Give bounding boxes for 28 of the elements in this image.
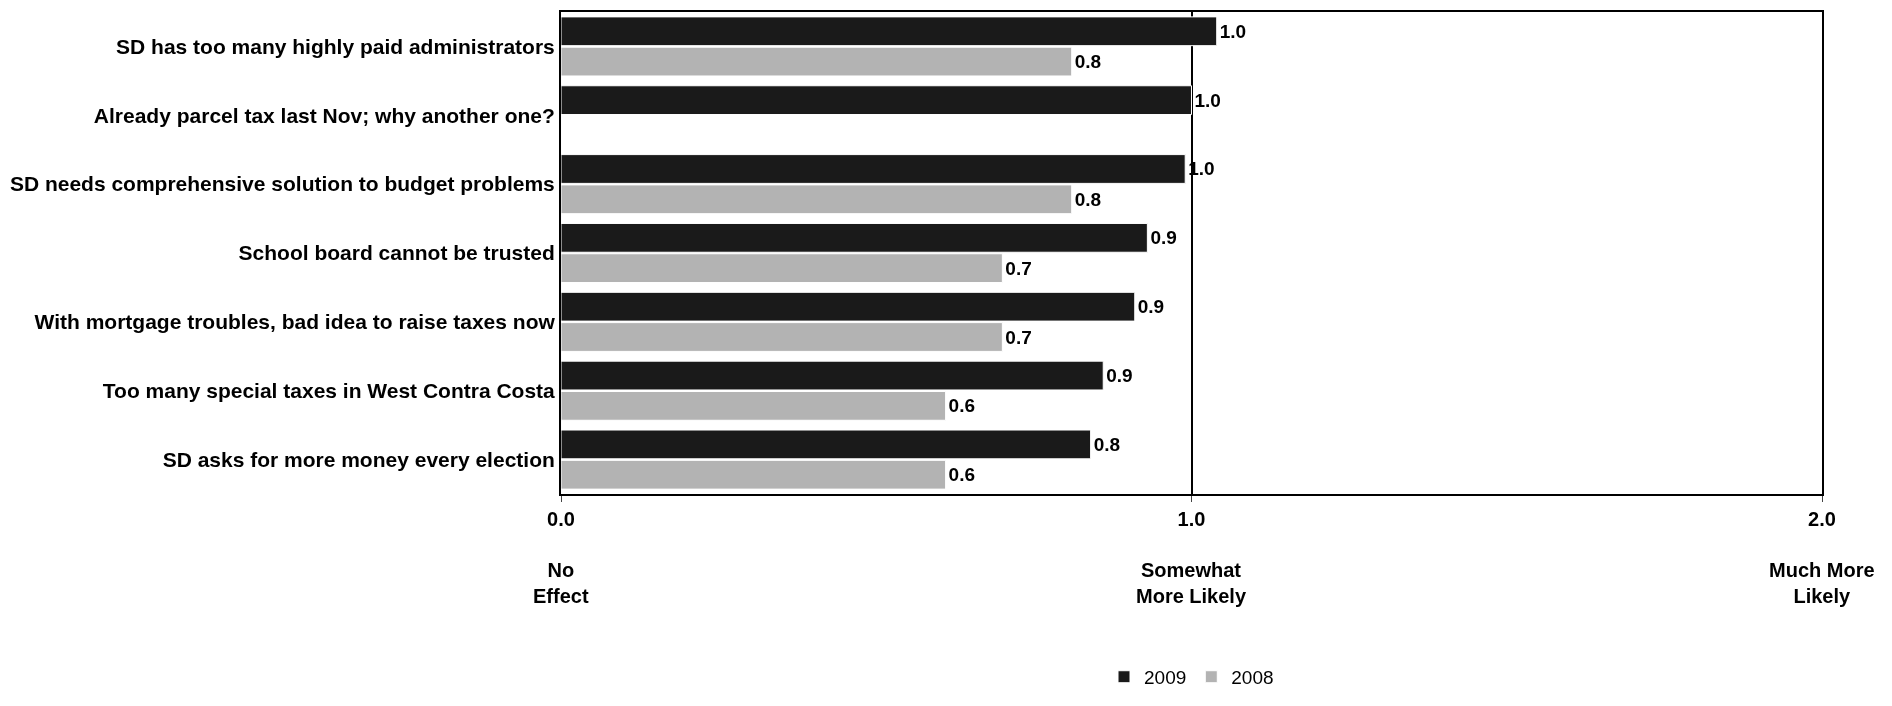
text: No Effect bbox=[533, 559, 589, 607]
data-label: 0.9 bbox=[1106, 365, 1133, 387]
y-tick-label: SD asks for more money every election bbox=[162, 447, 555, 471]
data-label: 0.6 bbox=[948, 464, 976, 486]
y-tick-label: With mortgage troubles, bad idea to raise taxes now bbox=[34, 310, 556, 334]
data-label: 0.9 bbox=[1137, 296, 1165, 318]
data-label: 0.8 bbox=[1074, 51, 1102, 73]
data-label: 0.8 bbox=[1074, 188, 1102, 210]
x-tick-label: 1.0 bbox=[1177, 508, 1206, 530]
data-label: 1.0 bbox=[1194, 89, 1221, 111]
y-tick-label: SD needs comprehensive solution to budget problems bbox=[9, 172, 555, 196]
data-label: 0.7 bbox=[1005, 257, 1032, 279]
x-tick-label: 2.0 bbox=[1808, 508, 1836, 530]
data-label: 0.9 bbox=[1150, 227, 1177, 249]
legend-label: 2009 bbox=[1144, 667, 1187, 689]
data-label: 0.8 bbox=[1093, 433, 1121, 455]
legend-label: 2008 bbox=[1231, 667, 1274, 689]
text: Somewhat More Likely bbox=[1136, 559, 1247, 607]
data-label: 1.0 bbox=[1219, 20, 1247, 42]
y-tick-label: Too many special taxes in West Contra Costa bbox=[102, 379, 556, 403]
text: Much More Likely bbox=[1769, 559, 1875, 607]
y-tick-label: Already parcel tax last Nov; why another one? bbox=[93, 103, 555, 127]
y-tick-label: School board cannot be trusted bbox=[238, 241, 555, 265]
x-tick-label: 0.0 bbox=[547, 508, 575, 530]
data-label: 0.6 bbox=[948, 395, 976, 417]
y-tick-label: SD has too many highly paid administrators bbox=[116, 34, 555, 58]
data-label: 0.7 bbox=[1005, 326, 1032, 348]
bar bbox=[561, 85, 1192, 116]
